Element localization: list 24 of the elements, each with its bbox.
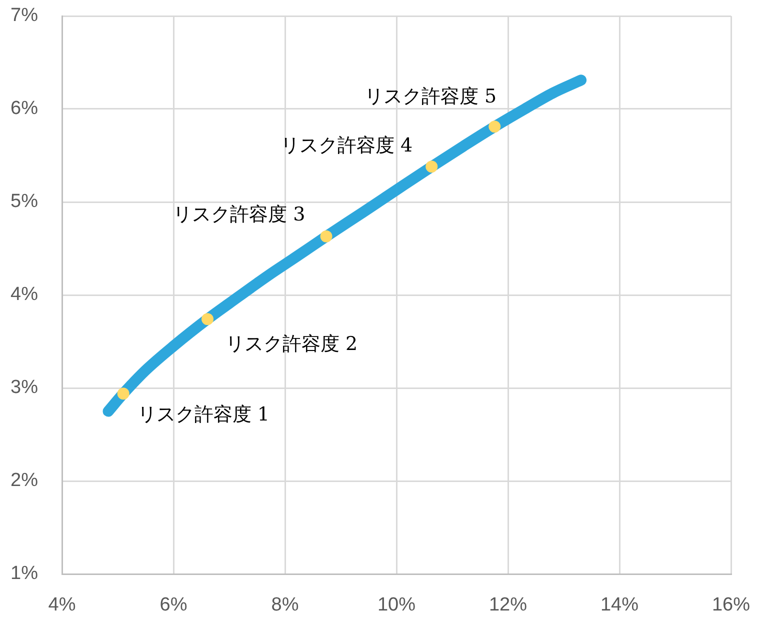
x-tick-label: 12%: [488, 594, 528, 616]
y-tick-label: 3%: [10, 377, 38, 398]
x-tick-label: 4%: [48, 594, 76, 616]
x-tick-label: 10%: [377, 594, 416, 616]
y-tick-label: 1%: [10, 563, 38, 584]
point: [202, 313, 214, 326]
annotation: リスク許容度 1: [137, 404, 270, 426]
x-tick-label: 8%: [271, 594, 299, 616]
x-tick-label: 16%: [712, 594, 750, 616]
x-tick-label: 14%: [600, 594, 639, 616]
annotation: リスク許容度 5: [364, 86, 497, 108]
point: [320, 230, 332, 242]
y-tick-label: 4%: [10, 284, 38, 306]
y-tick-label: 6%: [10, 98, 38, 120]
x-tick-label: 6%: [160, 594, 188, 616]
point: [426, 160, 438, 173]
annotation: リスク許容度 2: [226, 333, 358, 356]
annotation: リスク許容度 3: [173, 203, 306, 226]
y-tick-label: 7%: [10, 5, 38, 26]
point: [488, 120, 501, 133]
annotation: リスク許容度 4: [280, 134, 413, 157]
y-tick-label: 2%: [10, 470, 38, 492]
y-tick-label: 5%: [10, 191, 38, 212]
point: [117, 388, 130, 400]
